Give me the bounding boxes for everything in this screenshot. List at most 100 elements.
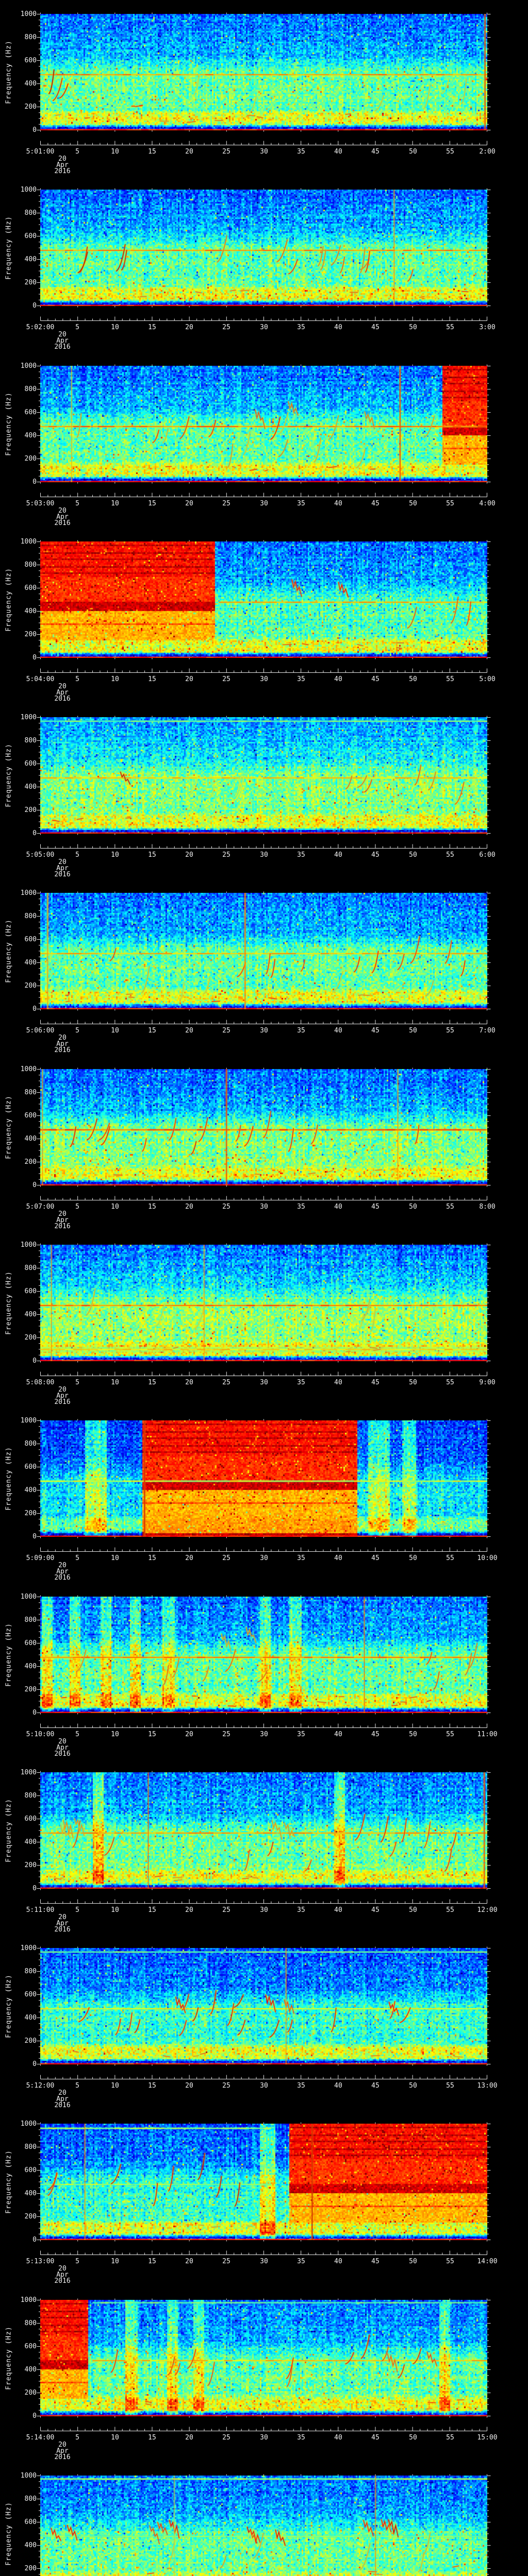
freq-tick-label: 200 [24,631,37,638]
freq-tick-label: 1000 [20,2296,37,2304]
start-time-label: 5:09:00 [26,1554,55,1562]
freq-tick-label: 200 [24,103,37,111]
time-tick-label: 10 [111,2258,119,2265]
time-tick-label: 30 [260,675,268,683]
end-time-label: 4:00 [479,500,496,507]
start-time-label: 5:07:00 [26,1203,55,1211]
spectrogram-canvas [40,14,487,130]
end-time-label: 15:00 [477,2434,498,2442]
freq-tick-label: 200 [24,279,37,286]
frequency-axis-label: Frequency (Hz) [5,743,13,807]
time-tick-label: 10 [111,1731,119,1738]
end-time-label: 13:00 [477,2082,498,2090]
freq-tick-label: 200 [24,2565,37,2572]
date-line: Apr [56,1744,69,1752]
time-tick-label: 50 [409,2434,417,2442]
time-tick-label: 20 [185,2258,193,2265]
freq-tick-label: 400 [24,1311,37,1318]
time-tick-label: 35 [297,148,305,156]
spectrogram-panel: Frequency (Hz) 0 200 400 600 800 1000 5:07:00 5 1… [0,1055,528,1231]
date-line: 2016 [54,1574,71,1582]
spectrogram-panel: Frequency (Hz) 0 200 400 600 800 1000 5:09:00 5 1… [0,1406,528,1583]
date-line: Apr [56,513,69,521]
time-tick-label: 40 [334,2082,342,2090]
time-tick-label: 40 [334,851,342,859]
time-tick-label: 55 [446,1027,454,1035]
time-tick-label: 15 [148,500,156,507]
date-line: Apr [56,1040,69,1048]
spectrogram-canvas [40,1245,487,1361]
date-line: Apr [56,1568,69,1575]
time-tick-label: 30 [260,851,268,859]
freq-tick-label: 600 [24,1463,37,1471]
start-time-label: 5:14:00 [26,2434,55,2442]
time-tick-label: 5 [75,1379,79,1386]
time-tick-label: 45 [371,2434,380,2442]
time-tick-label: 30 [260,2434,268,2442]
time-tick-label: 15 [148,1554,156,1562]
time-tick-label: 55 [446,1203,454,1211]
time-tick-label: 15 [148,324,156,331]
freq-tick-label: 1000 [20,889,37,897]
time-tick-label: 45 [371,675,380,683]
time-tick-label: 25 [222,148,230,156]
freq-tick-label: 800 [24,1792,37,1800]
time-tick-label: 5 [75,324,79,331]
time-tick-label: 30 [260,2082,268,2090]
time-tick-label: 30 [260,2258,268,2265]
time-tick-label: 10 [111,500,119,507]
time-tick-label: 50 [409,2258,417,2265]
freq-tick-label: 0 [32,1709,37,1717]
time-tick-label: 55 [446,1554,454,1562]
time-tick-label: 10 [111,851,119,859]
time-tick-label: 40 [334,2258,342,2265]
date-line: 2016 [54,1046,71,1054]
date-line: Apr [56,2447,69,2455]
time-tick-label: 5 [75,1554,79,1562]
freq-tick-label: 0 [32,302,37,310]
spectrogram-panel: Frequency (Hz) 0 200 400 600 800 1000 5:13:00 5 1… [0,2110,528,2286]
time-tick-label: 20 [185,1554,193,1562]
time-tick-label: 55 [446,1731,454,1738]
frequency-axis-label: Frequency (Hz) [5,2502,13,2566]
time-tick-label: 5 [75,851,79,859]
time-tick-label: 40 [334,675,342,683]
freq-tick-label: 1000 [20,714,37,721]
freq-tick-label: 600 [24,584,37,592]
freq-tick-label: 800 [24,561,37,569]
spectrogram-canvas [40,1420,487,1537]
time-tick-label: 30 [260,1027,268,1035]
freq-tick-label: 400 [24,256,37,263]
time-tick-label: 50 [409,851,417,859]
time-tick-label: 15 [148,1379,156,1386]
frequency-axis-label: Frequency (Hz) [5,1623,13,1687]
frequency-axis-label: Frequency (Hz) [5,1974,13,2038]
freq-tick-label: 200 [24,1510,37,1517]
date-line: 20 [58,1386,67,1394]
time-tick-label: 50 [409,324,417,331]
spectrogram-canvas [40,1948,487,2064]
time-tick-label: 25 [222,1731,230,1738]
time-tick-label: 10 [111,1906,119,1914]
time-tick-label: 35 [297,1027,305,1035]
date-line: 2016 [54,695,71,703]
time-tick-label: 15 [148,675,156,683]
date-line: 2016 [54,1223,71,1230]
time-tick-label: 5 [75,1203,79,1211]
spectrogram-panel: Frequency (Hz) 0 200 400 600 800 1000 5:12:00 5 1… [0,1934,528,2110]
time-tick-label: 10 [111,324,119,331]
date-line: 20 [58,1738,67,1745]
freq-tick-label: 0 [32,2236,37,2244]
spectrogram-panel: Frequency (Hz) 0 200 400 600 800 1000 5:05:00 5 1… [0,703,528,879]
freq-tick-label: 600 [24,1991,37,1998]
date-line: Apr [56,865,69,872]
time-tick-label: 55 [446,2258,454,2265]
time-tick-label: 25 [222,1906,230,1914]
time-tick-label: 45 [371,1554,380,1562]
time-tick-label: 15 [148,2258,156,2265]
time-tick-label: 30 [260,1731,268,1738]
end-time-label: 12:00 [477,1906,498,1914]
freq-tick-label: 0 [32,126,37,134]
time-tick-label: 10 [111,1027,119,1035]
